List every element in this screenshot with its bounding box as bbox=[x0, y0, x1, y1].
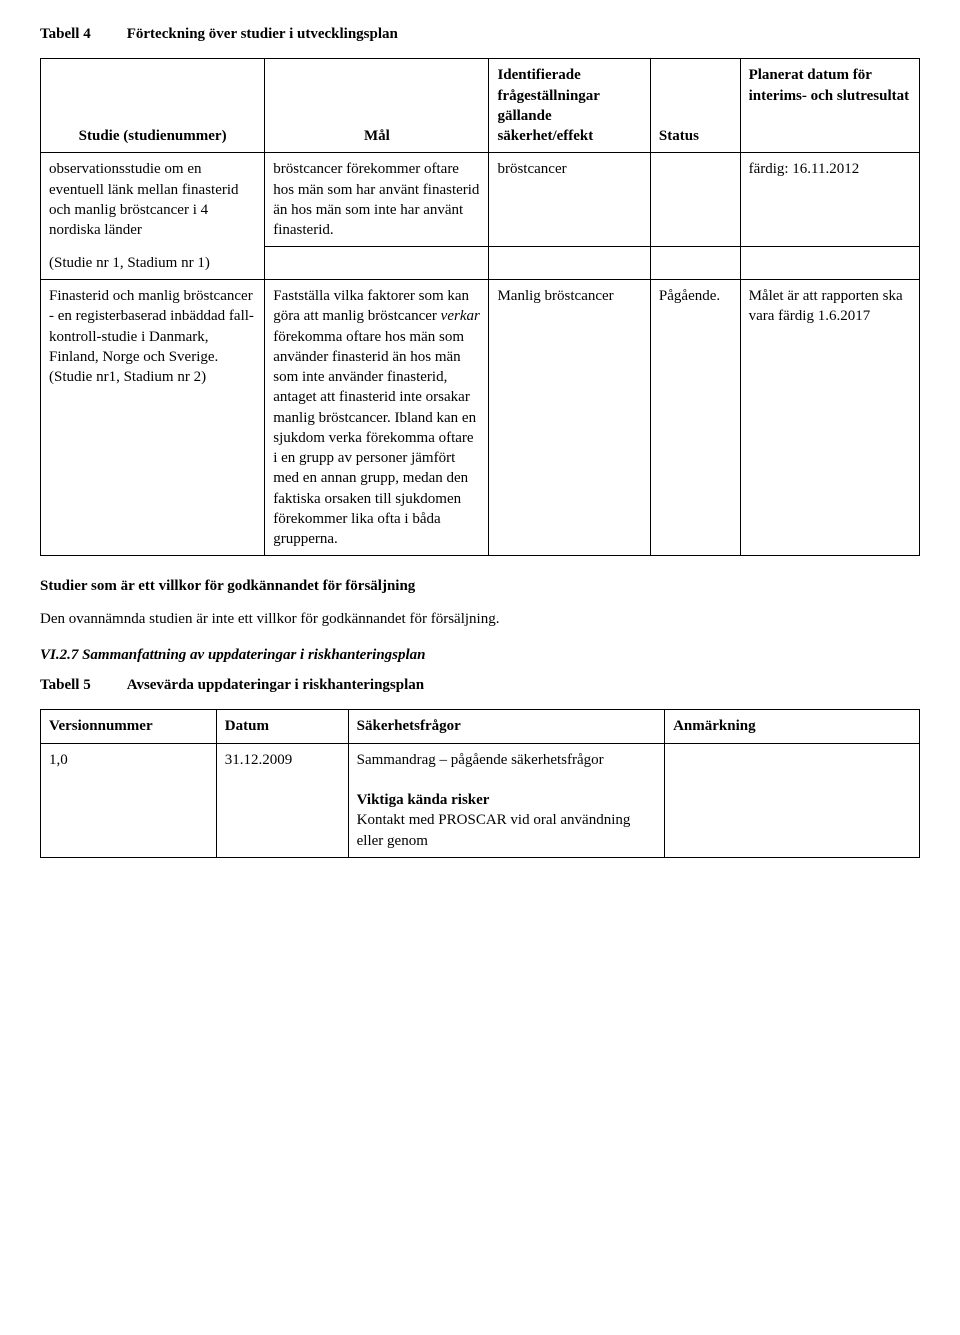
tabell5-label: Tabell 5 bbox=[40, 677, 91, 693]
cell-study1b: (Studie nr 1, Stadium nr 1) bbox=[41, 247, 265, 280]
col-header-version: Versionnummer bbox=[41, 710, 217, 743]
tabell5-caption: Avsevärda uppdateringar i riskhanterings… bbox=[127, 677, 424, 693]
table-row: (Studie nr 1, Stadium nr 1) bbox=[41, 247, 920, 280]
mal2-c: förekomma oftare hos män som använder fi… bbox=[273, 329, 476, 548]
cell-datum: 31.12.2009 bbox=[216, 743, 348, 857]
sak-b-body: Kontakt med PROSCAR vid oral användning … bbox=[357, 812, 631, 848]
villkor-heading: Studier som är ett villkor för godkännan… bbox=[40, 576, 920, 596]
tabell5-title: Tabell 5 Avsevärda uppdateringar i riskha… bbox=[40, 675, 920, 695]
col-header-mal: Mål bbox=[265, 59, 489, 153]
table-row: 1,0 31.12.2009 Sammandrag – pågående säk… bbox=[41, 743, 920, 857]
table-header-row: Studie (studienummer) Mål Identifierade … bbox=[41, 59, 920, 153]
cell-plan1: färdig: 16.11.2012 bbox=[740, 153, 919, 247]
sak-a: Sammandrag – pågående säkerhetsfrågor bbox=[357, 752, 604, 768]
cell-ident2: Manlig bröstcancer bbox=[489, 280, 650, 556]
study2-part-a: Finasterid och manlig bröstcancer - en r… bbox=[49, 288, 254, 365]
cell-status1 bbox=[650, 153, 740, 247]
col-header-identifierade: Identifierade frågeställningar gällande … bbox=[489, 59, 650, 153]
col-header-sakerhet: Säkerhetsfrågor bbox=[348, 710, 664, 743]
mal2-a: Fastställa vilka faktorer som kan göra a… bbox=[273, 288, 469, 324]
cell-empty bbox=[740, 247, 919, 280]
tabell4-title: Tabell 4 Förteckning över studier i utvec… bbox=[40, 24, 920, 44]
table-row: observationsstudie om en eventuell länk … bbox=[41, 153, 920, 247]
cell-ident1: bröstcancer bbox=[489, 153, 650, 247]
col-header-study: Studie (studienummer) bbox=[41, 59, 265, 153]
tabell5-table: Versionnummer Datum Säkerhetsfrågor Anmä… bbox=[40, 709, 920, 858]
study2-part-b: (Studie nr1, Stadium nr 2) bbox=[49, 369, 206, 385]
cell-anmarkning bbox=[665, 743, 920, 857]
col-header-planerat: Planerat datum för interims- och slutres… bbox=[740, 59, 919, 153]
tabell4-table: Studie (studienummer) Mål Identifierade … bbox=[40, 58, 920, 556]
table-header-row: Versionnummer Datum Säkerhetsfrågor Anmä… bbox=[41, 710, 920, 743]
cell-mal1: bröstcancer förekommer oftare hos män so… bbox=[265, 153, 489, 247]
section-vi27-heading: VI.2.7 Sammanfattning av uppdateringar i… bbox=[40, 645, 920, 665]
villkor-text: Den ovannämnda studien är inte ett villk… bbox=[40, 609, 920, 629]
table-row: Finasterid och manlig bröstcancer - en r… bbox=[41, 280, 920, 556]
cell-study2: Finasterid och manlig bröstcancer - en r… bbox=[41, 280, 265, 556]
col-header-anmarkning: Anmärkning bbox=[665, 710, 920, 743]
cell-version: 1,0 bbox=[41, 743, 217, 857]
cell-empty bbox=[265, 247, 489, 280]
cell-plan2: Målet är att rapporten ska vara färdig 1… bbox=[740, 280, 919, 556]
cell-mal2: Fastställa vilka faktorer som kan göra a… bbox=[265, 280, 489, 556]
cell-empty bbox=[650, 247, 740, 280]
tabell4-label: Tabell 4 bbox=[40, 26, 91, 42]
cell-study1: observationsstudie om en eventuell länk … bbox=[41, 153, 265, 247]
col-header-datum: Datum bbox=[216, 710, 348, 743]
cell-empty bbox=[489, 247, 650, 280]
cell-status2: Pågående. bbox=[650, 280, 740, 556]
cell-sakerhet: Sammandrag – pågående säkerhetsfrågor Vi… bbox=[348, 743, 664, 857]
mal2-verkar: verkar bbox=[441, 308, 480, 324]
sak-b-head: Viktiga kända risker bbox=[357, 792, 490, 808]
col-header-status: Status bbox=[650, 59, 740, 153]
tabell4-caption: Förteckning över studier i utvecklingspl… bbox=[127, 26, 398, 42]
